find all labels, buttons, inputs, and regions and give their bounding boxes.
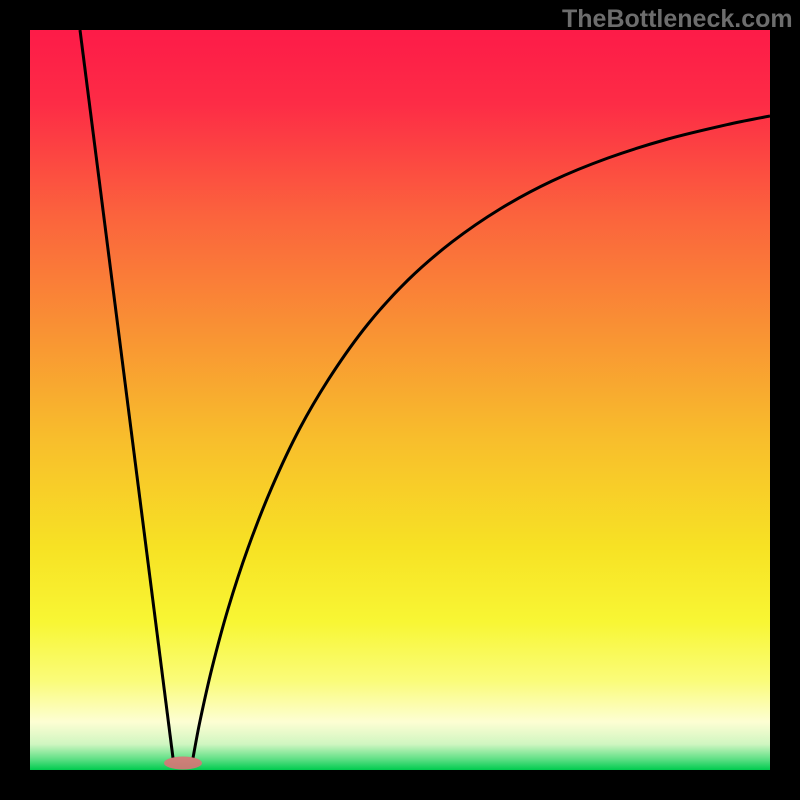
- watermark-text: TheBottleneck.com: [562, 5, 793, 34]
- bottleneck-chart: [0, 0, 800, 800]
- optimum-marker: [164, 757, 202, 770]
